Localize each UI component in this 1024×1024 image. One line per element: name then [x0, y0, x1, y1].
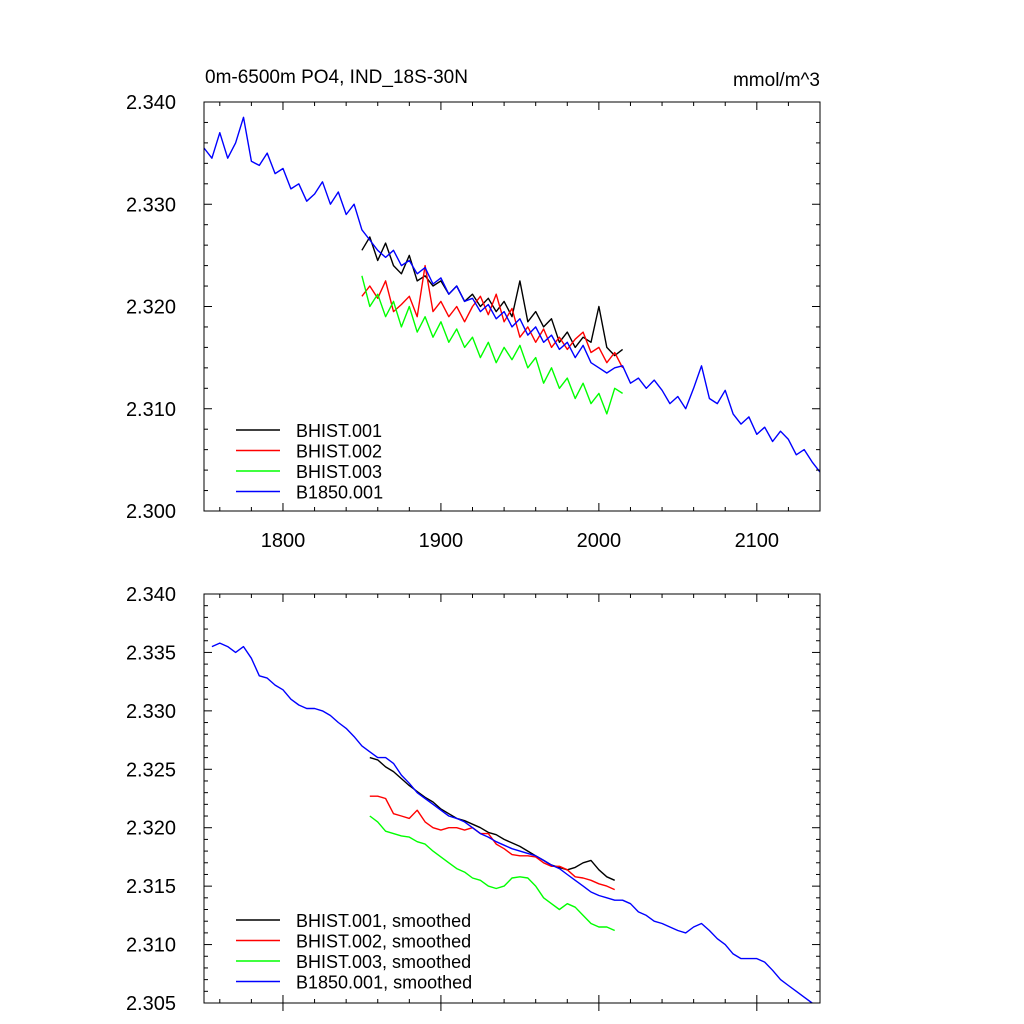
y-tick-label: 2.320 — [126, 297, 176, 319]
series-line-bhist-002-smoothed — [369, 795, 615, 891]
series-line-bhist-003-smoothed — [369, 815, 615, 932]
y-tick-label: 2.340 — [126, 92, 176, 114]
top-axis-ticks: 2.300 2.310 2.320 2.330 2.340 1800 1900 2000 210… — [126, 92, 821, 552]
y-tick-label: 2.305 — [126, 993, 176, 1015]
bottom-axis-ticks: 2.305 2.310 2.315 2.320 2.325 2.330 2.335 2.340 — [126, 584, 821, 1015]
x-tick-label: 1900 — [419, 530, 464, 552]
y-tick-label: 2.310 — [126, 399, 176, 421]
y-tick-label: 2.320 — [126, 818, 176, 840]
legend-label-bhist-003-smoothed: BHIST.003, smoothed — [296, 952, 471, 972]
legend-label-bhist-001-smoothed: BHIST.001, smoothed — [296, 911, 471, 931]
y-tick-label: 2.330 — [126, 701, 176, 723]
legend-label-b1850-001-smoothed: B1850.001, smoothed — [296, 973, 472, 993]
y-tick-label: 2.325 — [126, 759, 176, 781]
y-tick-label: 2.330 — [126, 194, 176, 216]
legend-label-b1850-001: B1850.001 — [296, 483, 383, 503]
chart-title: 0m-6500m PO4, IND_18S-30N — [205, 67, 468, 88]
series-line-bhist-001 — [361, 236, 624, 357]
series-line-b1850-001-smoothed — [211, 642, 813, 1004]
legend-label-bhist-002-smoothed: BHIST.002, smoothed — [296, 932, 471, 952]
bottom-series-group — [211, 642, 813, 1004]
series-line-bhist-001-smoothed — [369, 756, 615, 881]
y-tick-label: 2.315 — [126, 876, 176, 898]
series-line-bhist-002 — [361, 264, 624, 369]
top-series-group — [203, 116, 821, 473]
y-tick-label: 2.310 — [126, 935, 176, 957]
series-line-b1850-001 — [203, 116, 821, 473]
x-tick-label: 1800 — [261, 530, 306, 552]
units-label: mmol/m^3 — [733, 70, 820, 91]
y-tick-label: 2.335 — [126, 642, 176, 664]
x-tick-label: 2100 — [735, 530, 780, 552]
bottom-chart-panel: 2.305 2.310 2.315 2.320 2.325 2.330 2.335 2.340… — [126, 584, 821, 1015]
legend-label-bhist-003: BHIST.003 — [296, 462, 382, 482]
bottom-plot-frame — [203, 593, 821, 1004]
legend-label-bhist-001: BHIST.001 — [296, 421, 382, 441]
legend-label-bhist-002: BHIST.002 — [296, 442, 382, 462]
y-tick-label: 2.300 — [126, 501, 176, 523]
x-tick-label: 2000 — [577, 530, 622, 552]
y-tick-label: 2.340 — [126, 584, 176, 606]
top-chart-panel: 0m-6500m PO4, IND_18S-30N mmol/m^3 2.300… — [126, 67, 821, 552]
series-line-bhist-003 — [361, 275, 623, 415]
